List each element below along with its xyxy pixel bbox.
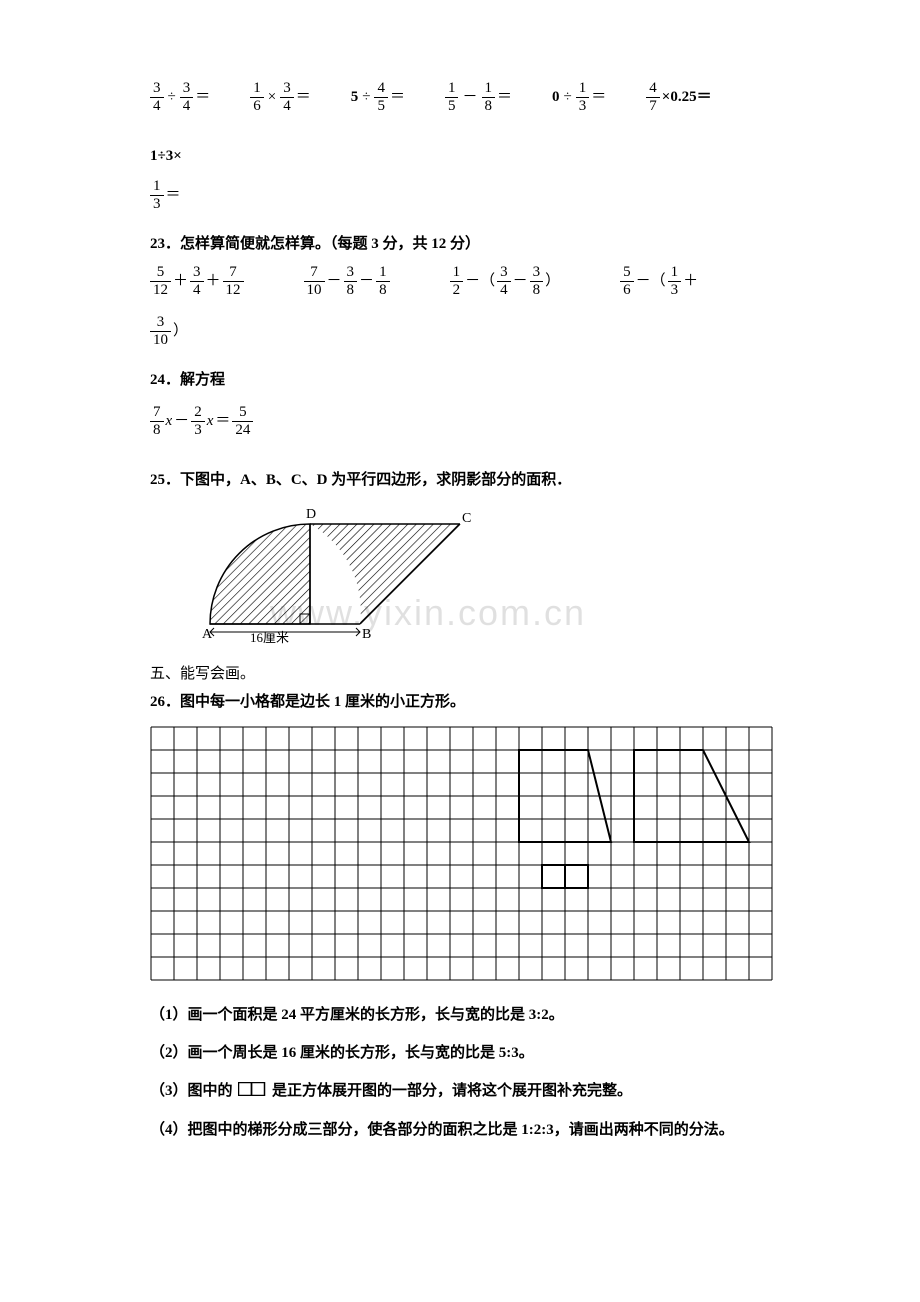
eq-2: 16 × 34 ＝ (250, 80, 310, 114)
q23-p4: 56 －（ 13 ＋ (620, 264, 698, 298)
q26-sub1: （1）画一个面积是 24 平方厘米的长方形，长与宽的比是 3:2。 (150, 1003, 770, 1027)
eq-5: 0 ÷ 13 ＝ (552, 80, 606, 114)
svg-text:B: B (362, 627, 371, 642)
q26-grid (150, 726, 770, 989)
q24-title: 24．解方程 (150, 368, 770, 392)
q23-p4-cont: 310 ） (150, 310, 770, 348)
eq-4: 15 － 18 ＝ (445, 80, 512, 114)
q26-sub2: （2）画一个周长是 16 厘米的长方形，长与宽的比是 5:3。 (150, 1041, 770, 1065)
grid-diagram-icon (150, 726, 773, 981)
q25-title: 25．下图中，A、B、C、D 为平行四边形，求阴影部分的面积． (150, 468, 770, 492)
q23-p3: 12 －（ 34 － 38 ） (450, 264, 561, 298)
q23-title: 23．怎样算简便就怎样算。（每题 3 分，共 12 分） (150, 232, 770, 256)
parallelogram-diagram-icon: A B C D 16厘米 (190, 504, 490, 644)
eq-1: 34 ÷ 34 ＝ (150, 80, 210, 114)
q26-title: 26．图中每一小格都是边长 1 厘米的小正方形。 (150, 690, 770, 714)
svg-text:C: C (462, 511, 471, 526)
q23-p1: 512 ＋ 34 ＋ 712 (150, 264, 244, 298)
svg-text:16厘米: 16厘米 (250, 630, 289, 644)
q26-sub4: （4）把图中的梯形分成三部分，使各部分的面积之比是 1:2:3，请画出两种不同的… (150, 1118, 770, 1142)
eq-3: 5 ÷ 45 ＝ (351, 80, 405, 114)
eq-7-cont: 13 ＝ (150, 178, 181, 212)
q23-p2: 710 － 38 － 18 (304, 264, 390, 298)
eq-6: 47 ×0.25＝ (646, 80, 711, 114)
q26-sub3: （3）图中的 是正方体展开图的一部分，请将这个展开图补充完整。 (150, 1079, 770, 1104)
section-5-title: 五、能写会画。 (150, 662, 770, 686)
equation-row-1-cont: 13 ＝ (150, 178, 770, 212)
q25-figure: A B C D 16厘米 www.yixin.com.cn (190, 504, 770, 652)
two-squares-icon (238, 1080, 266, 1104)
q23-expressions: 512 ＋ 34 ＋ 712 710 － 38 － 18 12 －（ 34 － … (150, 264, 770, 298)
eq-7-lead: 1÷3× (150, 144, 182, 168)
q24-equation: 78 x － 23 x ＝ 524 (150, 400, 770, 438)
svg-text:A: A (202, 627, 213, 642)
equation-row-1: 34 ÷ 34 ＝ 16 × 34 ＝ 5 ÷ 45 ＝ 15 － 18 ＝ 0… (150, 80, 770, 168)
svg-text:D: D (306, 507, 316, 522)
